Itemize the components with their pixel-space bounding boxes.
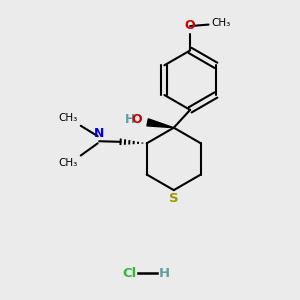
Text: O: O xyxy=(132,113,142,127)
Text: H: H xyxy=(159,267,170,280)
Text: S: S xyxy=(169,192,178,205)
Polygon shape xyxy=(147,119,174,128)
Text: CH₃: CH₃ xyxy=(58,158,78,169)
Text: N: N xyxy=(94,127,104,140)
Text: Cl: Cl xyxy=(122,267,136,280)
Text: CH₃: CH₃ xyxy=(211,18,230,28)
Text: CH₃: CH₃ xyxy=(58,113,78,123)
Text: H: H xyxy=(125,113,135,127)
Text: O: O xyxy=(185,19,195,32)
